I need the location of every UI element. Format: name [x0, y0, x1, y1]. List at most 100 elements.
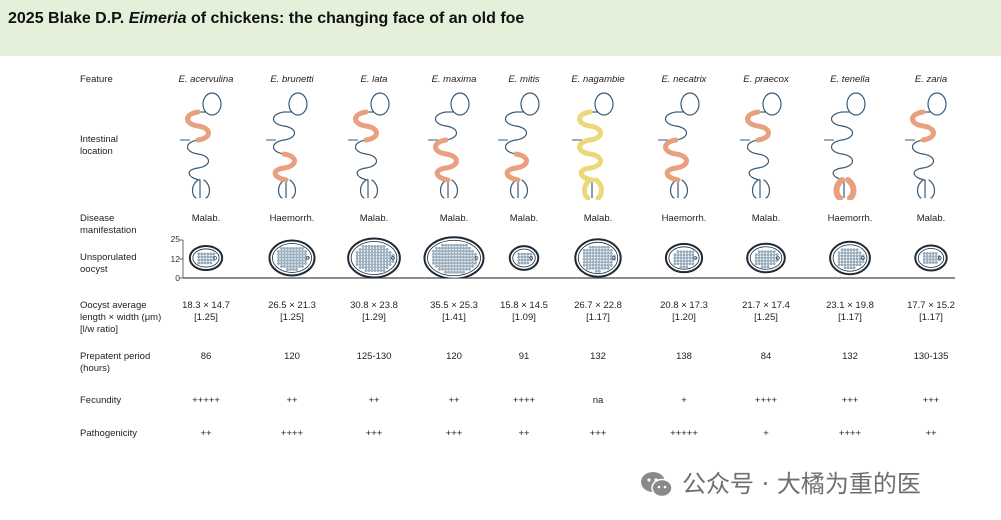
- oocyst-ratio: [1.25]: [194, 312, 218, 323]
- watermark: 公众号 · 大橘为重的医: [640, 464, 921, 500]
- prepatent-period: 130-135: [913, 351, 949, 362]
- row-label-intestinal-location: Intestinal location: [80, 134, 119, 157]
- species-name: E. acervulina: [178, 74, 234, 85]
- species-name: E. nagambie: [571, 74, 625, 85]
- species-name: E. brunetti: [270, 74, 314, 85]
- disease-manifestation: Malab.: [583, 213, 613, 224]
- pathogenicity-value: ++: [518, 428, 530, 439]
- disease-manifestation: Malab.: [509, 213, 539, 224]
- prepatent-period: 84: [760, 351, 772, 362]
- fecundity-value: ++++: [512, 395, 536, 406]
- oocyst-illustration: [644, 234, 724, 283]
- species-name: E. tenella: [830, 74, 870, 85]
- oocyst-size: 17.7 × 15.2: [907, 300, 955, 311]
- watermark-text: 公众号 · 大橘为重的医: [682, 470, 921, 498]
- oocyst-ratio: [1.25]: [280, 312, 304, 323]
- wechat-icon: [641, 472, 673, 498]
- intestine-diagram: [568, 90, 628, 201]
- fecundity-value: ++: [448, 395, 460, 406]
- prepatent-period: 132: [842, 351, 858, 362]
- oocyst-illustration: [558, 234, 638, 283]
- intestine-diagram: [262, 90, 322, 200]
- oocyst-illustration: [334, 234, 414, 283]
- oocyst-size: 26.5 × 21.3: [268, 300, 316, 311]
- disease-manifestation: Malab.: [191, 213, 221, 224]
- pathogenicity-value: +++++: [670, 428, 698, 439]
- species-name: E. praecox: [743, 74, 789, 85]
- prepatent-period: 125-130: [356, 351, 392, 362]
- fecundity-value: +: [681, 395, 687, 406]
- fecundity-value: +++: [922, 395, 940, 406]
- oocyst-illustration: [810, 234, 890, 283]
- pathogenicity-value: ++: [925, 428, 937, 439]
- disease-manifestation: Haemorrh.: [269, 213, 315, 224]
- row-label-pathogenicity: Pathogenicity: [80, 428, 138, 439]
- pathogenicity-value: +++: [589, 428, 607, 439]
- oocyst-size: 18.3 × 14.7: [182, 300, 230, 311]
- oocyst-size: 20.8 × 17.3: [660, 300, 708, 311]
- oocyst-ratio: [1.17]: [838, 312, 862, 323]
- oocyst-illustration: [726, 234, 806, 283]
- oocyst-size: 23.1 × 19.8: [826, 300, 874, 311]
- fecundity-value: +++: [841, 395, 859, 406]
- intestine-diagram: [736, 90, 796, 200]
- pathogenicity-value: +++: [365, 428, 383, 439]
- oocyst-size: 21.7 × 17.4: [742, 300, 790, 311]
- prepatent-period: 120: [284, 351, 300, 362]
- oocyst-ratio: [1.41]: [442, 312, 466, 323]
- row-label-unsporulated-oocyst: Unsporulated oocyst: [80, 252, 137, 275]
- species-name: E. maxima: [431, 74, 477, 85]
- oocyst-ratio: [1.09]: [512, 312, 536, 323]
- oocyst-size: 15.8 × 14.5: [500, 300, 548, 311]
- y-tick-25: 25: [170, 234, 180, 244]
- fecundity-value: na: [592, 395, 604, 406]
- oocyst-ratio: [1.17]: [586, 312, 610, 323]
- intestine-diagram: [654, 90, 714, 200]
- y-tick-12: 12: [170, 254, 180, 264]
- fecundity-value: ++: [286, 395, 298, 406]
- intestine-diagram: [424, 90, 484, 200]
- disease-manifestation: Malab.: [439, 213, 469, 224]
- prepatent-period: 120: [446, 351, 462, 362]
- oocyst-illustration: [891, 234, 971, 283]
- oocyst-illustration: [414, 234, 494, 283]
- intestine-diagram: [176, 90, 236, 200]
- pathogenicity-value: ++++: [280, 428, 304, 439]
- oocyst-size: 26.7 × 22.8: [574, 300, 622, 311]
- oocyst-size: 30.8 × 23.8: [350, 300, 398, 311]
- oocyst-ratio: [1.17]: [919, 312, 943, 323]
- fecundity-value: +++++: [192, 395, 220, 406]
- oocyst-ratio: [1.29]: [362, 312, 386, 323]
- row-label-disease-manifestation: Disease manifestation: [80, 213, 137, 236]
- row-label-fecundity: Fecundity: [80, 395, 122, 406]
- pathogenicity-value: ++: [200, 428, 212, 439]
- y-tick-0: 0: [175, 273, 180, 283]
- oocyst-illustration: [484, 234, 564, 283]
- oocyst-ratio: [1.25]: [754, 312, 778, 323]
- intestine-diagram: [820, 90, 880, 201]
- row-label-oocyst-size: Oocyst average length × width (μm) [l/w …: [80, 300, 162, 335]
- species-name: E. lata: [360, 74, 388, 85]
- disease-manifestation: Haemorrh.: [661, 213, 707, 224]
- oocyst-illustration: [166, 234, 246, 283]
- disease-manifestation: Malab.: [751, 213, 781, 224]
- disease-manifestation: Malab.: [916, 213, 946, 224]
- fecundity-value: ++++: [754, 395, 778, 406]
- intestine-diagram: [344, 90, 404, 200]
- intestine-diagram: [901, 90, 961, 200]
- prepatent-period: 91: [518, 351, 530, 362]
- species-name: E. necatrix: [661, 74, 707, 85]
- pathogenicity-value: +++: [445, 428, 463, 439]
- row-label-feature: Feature: [80, 74, 113, 85]
- oocyst-ratio: [1.20]: [672, 312, 696, 323]
- disease-manifestation: Malab.: [359, 213, 389, 224]
- fecundity-value: ++: [368, 395, 380, 406]
- prepatent-period: 132: [590, 351, 606, 362]
- pathogenicity-value: +: [763, 428, 769, 439]
- pathogenicity-value: ++++: [838, 428, 862, 439]
- oocyst-size: 35.5 × 25.3: [430, 300, 478, 311]
- page-title: 2025 Blake D.P. Eimeria of chickens: the…: [8, 10, 525, 27]
- prepatent-period: 86: [200, 351, 212, 362]
- row-label-prepatent-period: Prepatent period (hours): [80, 351, 151, 374]
